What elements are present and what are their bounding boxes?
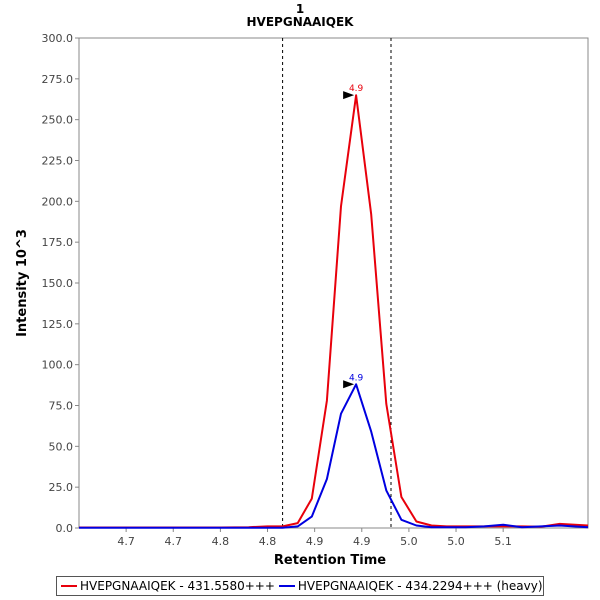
y-axis: 0.0 25.0 50.0 75.0 100.0 125.0 150.0 175.0 200.0… bbox=[42, 32, 79, 535]
x-tick-label: 5.0 bbox=[400, 535, 418, 548]
legend-label-heavy: HVEPGNAAIQEK - 434.2294+++ (heavy) bbox=[297, 579, 543, 593]
chart-title: 1 bbox=[296, 2, 304, 16]
x-tick-label: 4.7 bbox=[117, 535, 135, 548]
legend: HVEPGNAAIQEK - 431.5580+++ HVEPGNAAIQEK … bbox=[56, 576, 544, 596]
legend-item-heavy: HVEPGNAAIQEK - 434.2294+++ (heavy) bbox=[278, 579, 543, 593]
x-tick-label: 4.7 bbox=[165, 535, 183, 548]
chromatogram-chart: 1 HVEPGNAAIQEK 0.0 25.0 50.0 75.0 100.0 125.0… bbox=[15, 2, 589, 568]
y-tick-label: 0.0 bbox=[56, 522, 74, 535]
legend-item-light: HVEPGNAAIQEK - 431.5580+++ bbox=[61, 579, 275, 593]
y-tick-label: 150.0 bbox=[42, 277, 74, 290]
peak-annotations: 4.9 4.9 bbox=[343, 84, 364, 389]
y-tick-label: 225.0 bbox=[42, 155, 74, 168]
y-tick-label: 275.0 bbox=[42, 73, 74, 86]
y-tick-label: 100.0 bbox=[42, 359, 74, 372]
y-axis-label: Intensity 10^3 bbox=[15, 229, 30, 337]
x-tick-label: 5.0 bbox=[447, 535, 465, 548]
y-tick-label: 300.0 bbox=[42, 32, 74, 45]
legend-swatch-light bbox=[61, 585, 77, 587]
y-tick-label: 25.0 bbox=[49, 481, 74, 494]
y-tick-label: 75.0 bbox=[49, 400, 74, 413]
peak-label: 4.9 bbox=[349, 373, 364, 383]
x-tick-label: 5.1 bbox=[494, 535, 512, 548]
y-tick-label: 200.0 bbox=[42, 195, 74, 208]
x-tick-label: 4.9 bbox=[353, 535, 371, 548]
plot-area bbox=[78, 37, 589, 529]
peak-label: 4.9 bbox=[349, 84, 364, 94]
y-tick-label: 50.0 bbox=[49, 440, 74, 453]
y-tick-label: 125.0 bbox=[42, 318, 74, 331]
series-line-1 bbox=[79, 383, 589, 529]
legend-swatch-heavy bbox=[278, 585, 295, 587]
x-tick-label: 4.9 bbox=[306, 535, 324, 548]
x-tick-label: 4.8 bbox=[259, 535, 277, 548]
y-tick-label: 175.0 bbox=[42, 236, 74, 249]
integration-boundaries bbox=[282, 38, 392, 528]
x-tick-label: 4.8 bbox=[212, 535, 230, 548]
peak-marker-arrow bbox=[343, 91, 355, 100]
chart-subtitle: HVEPGNAAIQEK bbox=[247, 15, 355, 29]
peak-marker-arrow bbox=[343, 380, 355, 389]
legend-label-light: HVEPGNAAIQEK - 431.5580+++ bbox=[80, 579, 275, 593]
x-axis: 4.7 4.7 4.8 4.8 4.9 4.9 5.0 5.0 5.1 bbox=[117, 528, 512, 548]
series-layer bbox=[79, 94, 589, 529]
y-tick-label: 250.0 bbox=[42, 114, 74, 127]
x-axis-label: Retention Time bbox=[274, 553, 386, 568]
